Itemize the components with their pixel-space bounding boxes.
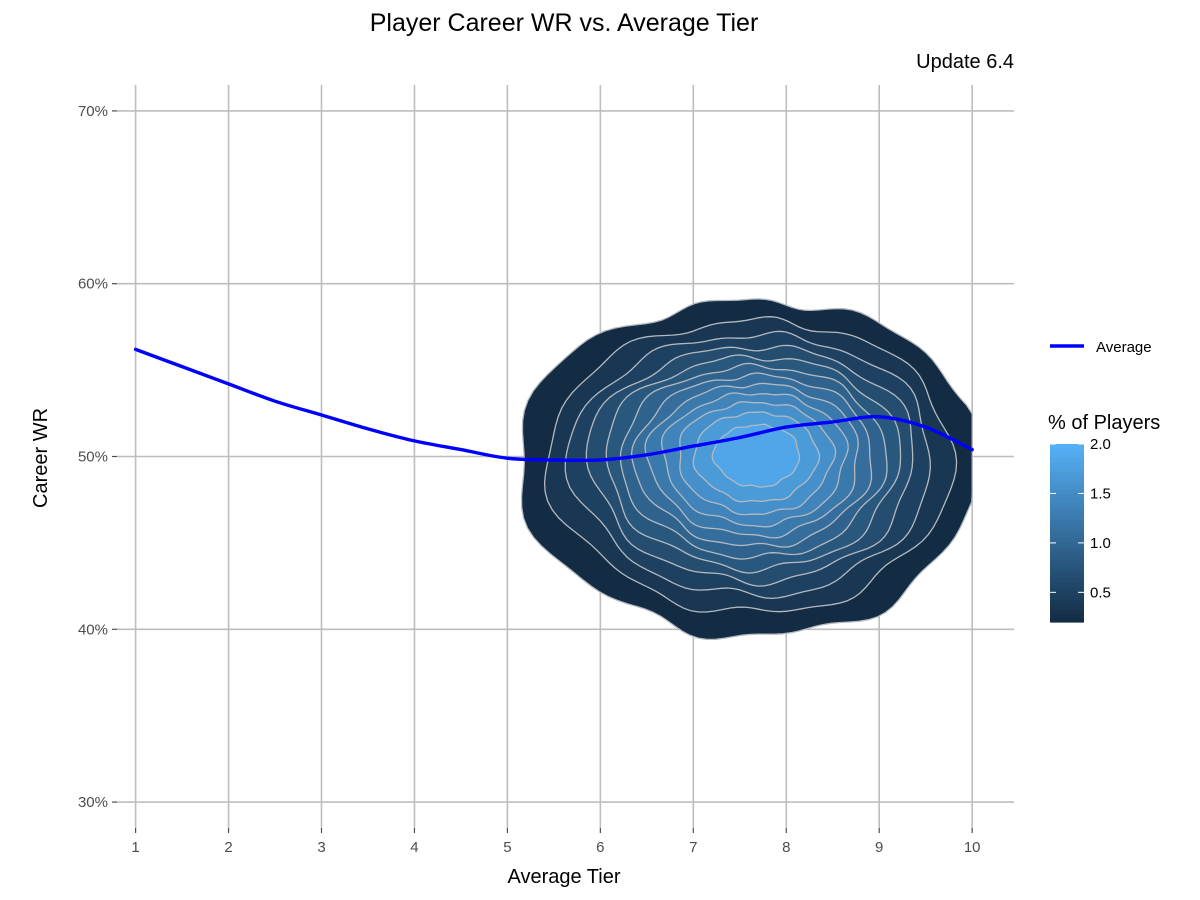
axes: 1 2 3 4 5 6 7 8 9 10 30% 40% 50% 60% 70% [78, 103, 981, 856]
colorbar-segment [1050, 466, 1084, 472]
legend-colorbar: % of Players 0.5 1.0 1.5 2.0 [1048, 412, 1160, 623]
y-tick-label-50: 50% [78, 449, 108, 466]
colorbar-segment [1050, 461, 1084, 467]
chart-subtitle: Update 6.4 [916, 51, 1014, 73]
colorbar-segment [1050, 590, 1084, 596]
colorbar-segment [1050, 452, 1084, 458]
average-line [133, 347, 974, 463]
colorbar-segment [1050, 541, 1084, 547]
density-contours [520, 298, 973, 641]
x-tick-label-8: 8 [782, 839, 790, 856]
colorbar-segment [1050, 519, 1084, 525]
x-tick-label-7: 7 [689, 839, 697, 856]
colorbar-segment [1050, 484, 1084, 490]
y-tick-label-70: 70% [78, 103, 108, 120]
colorbar-segment [1050, 595, 1084, 601]
colorbar-segment [1050, 559, 1084, 565]
colorbar-segment [1050, 577, 1084, 583]
colorbar-segment [1050, 492, 1084, 498]
y-tick-label-40: 40% [78, 621, 108, 638]
colorbar-segment [1050, 510, 1084, 516]
colorbar-segment [1050, 448, 1084, 454]
chart-title: Player Career WR vs. Average Tier [370, 9, 759, 37]
x-axis-title: Average Tier [507, 866, 620, 888]
colorbar-segment [1050, 568, 1084, 574]
colorbar-tick-label-1.5: 1.5 [1090, 485, 1111, 502]
colorbar-segment [1050, 604, 1084, 610]
colorbar-ticks: 0.5 1.0 1.5 2.0 [1050, 436, 1111, 601]
colorbar-segment [1050, 524, 1084, 530]
colorbar-segment [1050, 550, 1084, 556]
colorbar-segment [1050, 586, 1084, 592]
colorbar-segment [1050, 617, 1084, 623]
colorbar-segment [1050, 479, 1084, 485]
x-tick-label-4: 4 [410, 839, 418, 856]
y-axis-title: Career WR [30, 408, 52, 508]
average-line-layer [133, 347, 974, 463]
y-tick-label-30: 30% [78, 794, 108, 811]
colorbar-tick-label-1.0: 1.0 [1090, 535, 1111, 552]
colorbar-segment [1050, 457, 1084, 463]
colorbar-segment [1050, 515, 1084, 521]
colorbar-segment [1050, 533, 1084, 539]
x-tick-label-1: 1 [131, 839, 139, 856]
colorbar-segment [1050, 555, 1084, 561]
colorbar-segment [1050, 599, 1084, 605]
colorbar-segment [1050, 528, 1084, 534]
colorbar-segment [1050, 546, 1084, 552]
colorbar-segment [1050, 488, 1084, 494]
legend-average: Average [1050, 339, 1152, 356]
colorbar-segment [1050, 537, 1084, 543]
x-tick-label-3: 3 [317, 839, 325, 856]
colorbar-tick-label-2.0: 2.0 [1090, 436, 1111, 453]
colorbar-segment [1050, 444, 1084, 450]
legend-average-label: Average [1096, 339, 1152, 356]
colorbar-segment [1050, 581, 1084, 587]
colorbar-segment [1050, 475, 1084, 481]
x-tick-label-9: 9 [875, 839, 883, 856]
x-tick-label-2: 2 [224, 839, 232, 856]
colorbar-segment [1050, 497, 1084, 503]
x-tick-label-10: 10 [964, 839, 981, 856]
colorbar-segment [1050, 608, 1084, 614]
colorbar-segment [1050, 564, 1084, 570]
colorbar-tick-label-0.5: 0.5 [1090, 584, 1111, 601]
colorbar-segment [1050, 470, 1084, 476]
colorbar-segment [1050, 501, 1084, 507]
colorbar-segment [1050, 506, 1084, 512]
legend-colorbar-title: % of Players [1048, 412, 1160, 434]
colorbar-segment [1050, 613, 1084, 619]
x-tick-label-6: 6 [596, 839, 604, 856]
x-tick-label-5: 5 [503, 839, 511, 856]
y-tick-label-60: 60% [78, 276, 108, 293]
colorbar-segment [1050, 573, 1084, 579]
